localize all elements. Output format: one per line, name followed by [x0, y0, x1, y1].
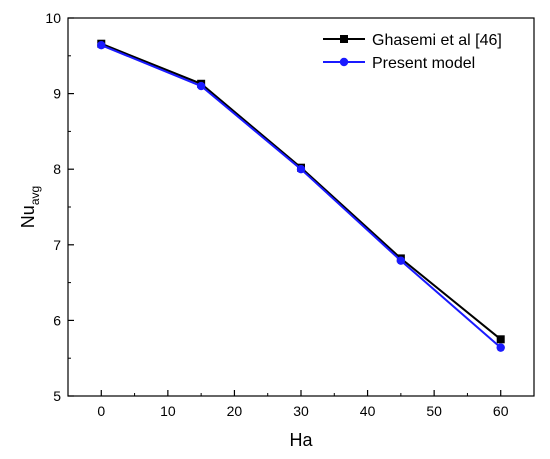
data-point-1: [396, 256, 406, 265]
x-tick-label: 10: [160, 403, 176, 419]
x-tick-label: 0: [97, 403, 105, 419]
y-axis-title: Nuavg: [18, 186, 42, 228]
x-tick-label: 40: [360, 403, 376, 419]
y-axis-title-main: Nu: [18, 205, 38, 228]
data-point-1: [296, 165, 306, 174]
data-point-1: [496, 343, 505, 352]
y-tick-label: 7: [53, 237, 61, 253]
data-point-0: [496, 335, 505, 344]
series-layer: [97, 39, 505, 352]
x-axis-title: Ha: [289, 430, 313, 450]
y-tick-label: 6: [53, 312, 61, 328]
y-tick-label: 9: [53, 86, 61, 102]
x-tick-label: 20: [227, 403, 243, 419]
y-tick-label: 10: [45, 10, 61, 26]
y-axis-title-subscript: avg: [28, 186, 42, 205]
y-tick-label: 5: [53, 388, 61, 404]
x-tick-label: 30: [293, 403, 309, 419]
legend-marker-present: [339, 57, 349, 67]
x-tick-label: 60: [493, 403, 509, 419]
data-point-1: [97, 41, 106, 50]
x-tick-label: 50: [426, 403, 442, 419]
y-tick-label: 8: [53, 161, 61, 177]
legend-label-ghasemi: Ghasemi et al [46]: [372, 32, 502, 49]
legend: Ghasemi et al [46] Present model: [323, 32, 502, 72]
legend-label-present: Present model: [372, 55, 475, 72]
series-line-1: [100, 44, 502, 349]
plot-frame: [67, 17, 535, 397]
data-point-1: [196, 81, 206, 91]
axis-ticks: 0 10 20 30 40 50 60 5 6 7 8 9 10: [45, 10, 508, 419]
legend-marker-ghasemi: [340, 35, 348, 43]
